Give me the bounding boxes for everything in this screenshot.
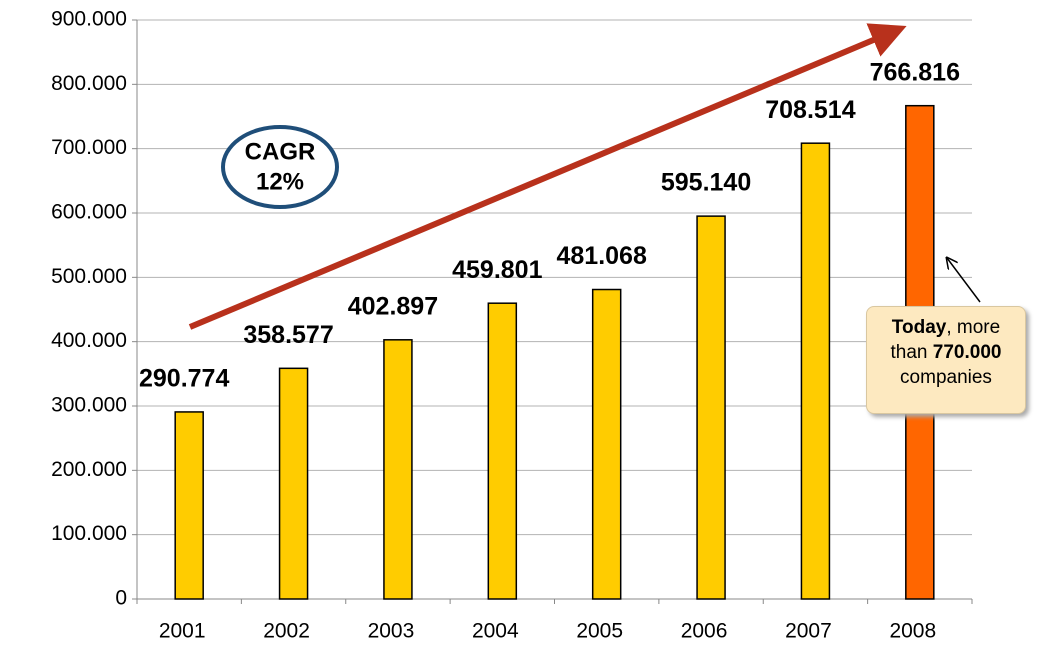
callout-pointer	[947, 258, 981, 303]
y-tick-label: 900.000	[51, 8, 127, 31]
callout-text: Today	[891, 317, 947, 338]
data-label: 481.068	[557, 242, 647, 270]
y-tick-label: 400.000	[51, 329, 127, 352]
y-tick-label: 100.000	[51, 522, 127, 545]
x-tick-label: 2008	[889, 620, 936, 643]
x-tick-label: 2003	[368, 620, 415, 643]
bar	[383, 339, 413, 600]
cagr-value: 12%	[256, 168, 304, 195]
cagr-ellipse	[221, 125, 339, 209]
x-tick-label: 2006	[681, 620, 728, 643]
callout-text: 770.000	[932, 342, 1002, 363]
bar	[174, 411, 204, 600]
cagr-label: CAGR	[245, 138, 316, 165]
y-tick-label: 200.000	[51, 458, 127, 481]
y-tick-label: 700.000	[51, 136, 127, 159]
y-tick-label: 600.000	[51, 201, 127, 224]
trend-arrow	[188, 23, 907, 330]
bar	[696, 215, 726, 600]
y-tick-label: 300.000	[51, 394, 127, 417]
x-tick-label: 2002	[263, 620, 310, 643]
y-tick-label: 0	[115, 587, 127, 610]
data-label: 459.801	[452, 256, 542, 284]
data-label: 708.514	[765, 96, 855, 124]
x-tick-label: 2004	[472, 620, 519, 643]
callout-text: companies	[900, 367, 992, 388]
y-tick-label: 800.000	[51, 72, 127, 95]
data-label: 358.577	[243, 321, 333, 349]
data-label: 766.816	[870, 58, 960, 86]
y-tick-label: 500.000	[51, 265, 127, 288]
data-label: 290.774	[139, 365, 229, 393]
x-tick-label: 2005	[576, 620, 623, 643]
bar	[278, 367, 309, 600]
data-label: 595.140	[661, 169, 751, 197]
x-tick-label: 2001	[159, 620, 206, 643]
callout: Today, more than 770.000 companies	[866, 306, 1026, 414]
x-tick-label: 2007	[785, 620, 832, 643]
data-label: 402.897	[348, 292, 438, 320]
bar	[591, 288, 622, 600]
callout-text: , more than	[890, 317, 1001, 363]
bar	[800, 142, 831, 600]
bar	[487, 302, 518, 600]
